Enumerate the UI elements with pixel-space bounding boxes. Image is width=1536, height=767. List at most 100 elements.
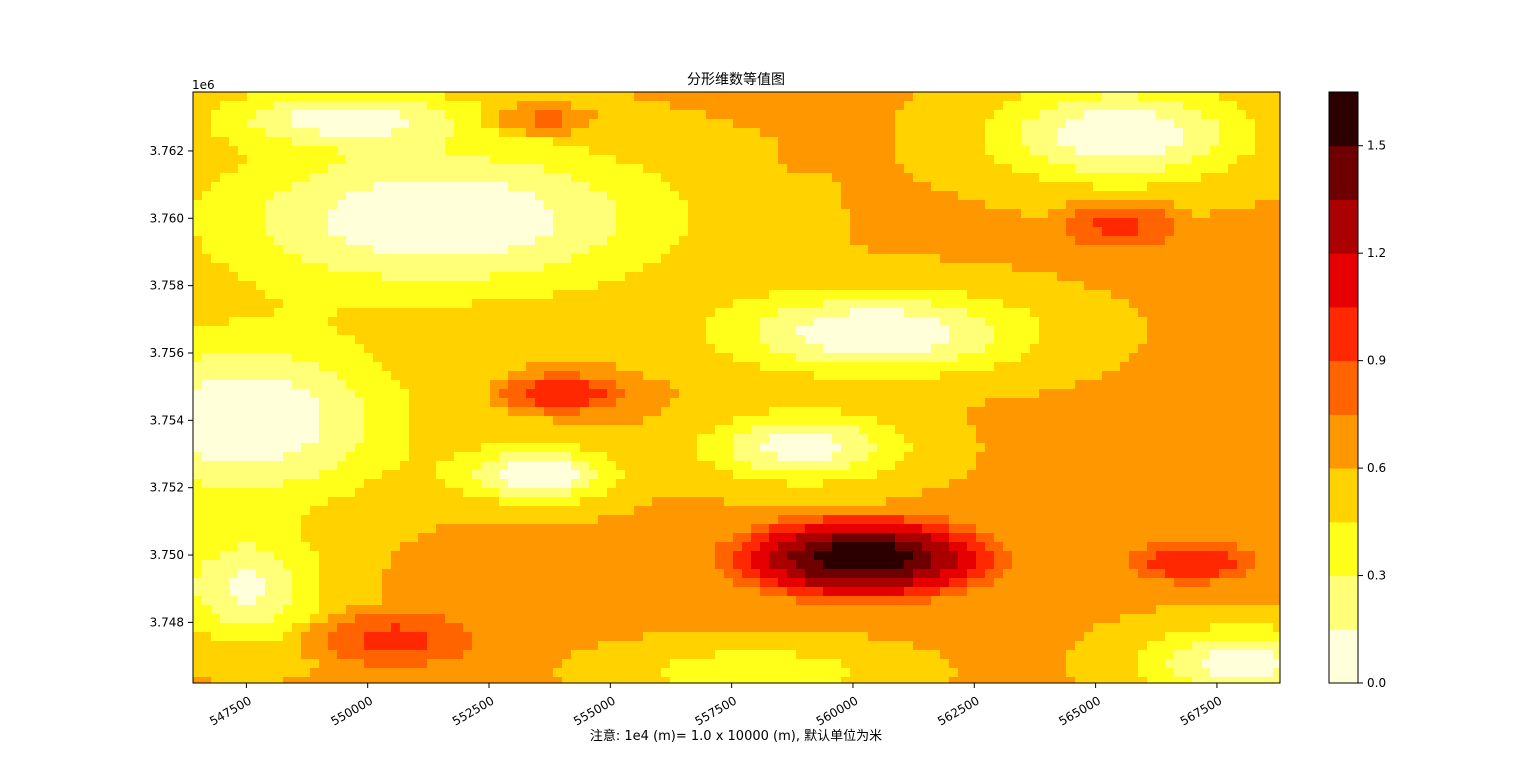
contour-cell	[931, 191, 941, 201]
contour-cell	[760, 416, 770, 426]
contour-cell	[400, 191, 410, 201]
contour-cell	[202, 92, 212, 102]
contour-cell	[715, 308, 725, 318]
contour-cell	[949, 299, 959, 309]
contour-cell	[553, 272, 563, 282]
contour-cell	[940, 344, 950, 354]
contour-cell	[760, 380, 770, 390]
contour-cell	[571, 407, 581, 417]
contour-cell	[400, 380, 410, 390]
contour-cell	[607, 362, 617, 372]
contour-cell	[301, 362, 311, 372]
contour-cell	[796, 173, 806, 183]
contour-cell	[391, 434, 401, 444]
contour-cell	[1147, 110, 1157, 120]
contour-cell	[1093, 407, 1103, 417]
contour-cell	[787, 191, 797, 201]
contour-cell	[976, 425, 986, 435]
contour-cell	[319, 218, 329, 228]
contour-cell	[274, 398, 284, 408]
contour-cell	[211, 425, 221, 435]
contour-cell	[436, 254, 446, 264]
contour-cell	[391, 371, 401, 381]
contour-cell	[517, 353, 527, 363]
contour-cell	[1093, 227, 1103, 237]
contour-cell	[1237, 317, 1247, 327]
contour-cell	[1264, 200, 1274, 210]
contour-cell	[814, 380, 824, 390]
contour-cell	[238, 380, 248, 390]
contour-cell	[742, 371, 752, 381]
contour-cell	[688, 380, 698, 390]
contour-cell	[463, 434, 473, 444]
contour-cell	[886, 317, 896, 327]
contour-cell	[211, 173, 221, 183]
contour-cell	[463, 461, 473, 471]
contour-cell	[373, 353, 383, 363]
contour-cell	[1273, 182, 1280, 192]
contour-cell	[562, 380, 572, 390]
contour-cell	[1219, 353, 1229, 363]
contour-cell	[769, 443, 779, 453]
contour-cell	[778, 362, 788, 372]
contour-cell	[994, 191, 1004, 201]
contour-cell	[562, 371, 572, 381]
contour-cell	[1246, 137, 1256, 147]
contour-cell	[1192, 290, 1202, 300]
contour-cell	[220, 209, 230, 219]
contour-cell	[283, 101, 293, 111]
contour-cell	[769, 155, 779, 165]
contour-cell	[553, 137, 563, 147]
contour-cell	[454, 335, 464, 345]
contour-cell	[1021, 407, 1031, 417]
contour-cell	[1012, 326, 1022, 336]
contour-cell	[670, 389, 680, 399]
contour-cell	[1174, 182, 1184, 192]
contour-cell	[832, 236, 842, 246]
contour-cell	[670, 452, 680, 462]
contour-cell	[1246, 218, 1256, 228]
contour-cell	[679, 299, 689, 309]
contour-cell	[301, 173, 311, 183]
contour-cell	[598, 434, 608, 444]
contour-cell	[922, 164, 932, 174]
contour-cell	[409, 254, 419, 264]
contour-cell	[814, 236, 824, 246]
contour-cell	[769, 137, 779, 147]
contour-cell	[1066, 407, 1076, 417]
contour-cell	[742, 362, 752, 372]
contour-cell	[1201, 263, 1211, 273]
contour-cell	[373, 272, 383, 282]
contour-cell	[760, 335, 770, 345]
contour-cell	[1012, 137, 1022, 147]
contour-cell	[256, 254, 266, 264]
contour-cell	[499, 335, 509, 345]
contour-cell	[1129, 191, 1139, 201]
contour-cell	[967, 362, 977, 372]
contour-cell	[940, 128, 950, 138]
contour-cell	[895, 200, 905, 210]
contour-cell	[1201, 407, 1211, 417]
contour-cell	[661, 128, 671, 138]
contour-cell	[1183, 245, 1193, 255]
contour-cell	[670, 236, 680, 246]
contour-cell	[319, 119, 329, 129]
contour-cell	[670, 299, 680, 309]
contour-cell	[355, 155, 365, 165]
contour-cell	[310, 452, 320, 462]
contour-cell	[499, 434, 509, 444]
contour-cell	[715, 380, 725, 390]
contour-cell	[589, 209, 599, 219]
contour-cell	[418, 263, 428, 273]
contour-cell	[1021, 101, 1031, 111]
contour-cell	[562, 146, 572, 156]
contour-cell	[1048, 128, 1058, 138]
contour-cell	[1201, 335, 1211, 345]
contour-cell	[391, 461, 401, 471]
contour-cell	[940, 236, 950, 246]
contour-cell	[211, 317, 221, 327]
contour-cell	[427, 416, 437, 426]
contour-cell	[1192, 101, 1202, 111]
contour-cell	[940, 191, 950, 201]
contour-cell	[841, 173, 851, 183]
